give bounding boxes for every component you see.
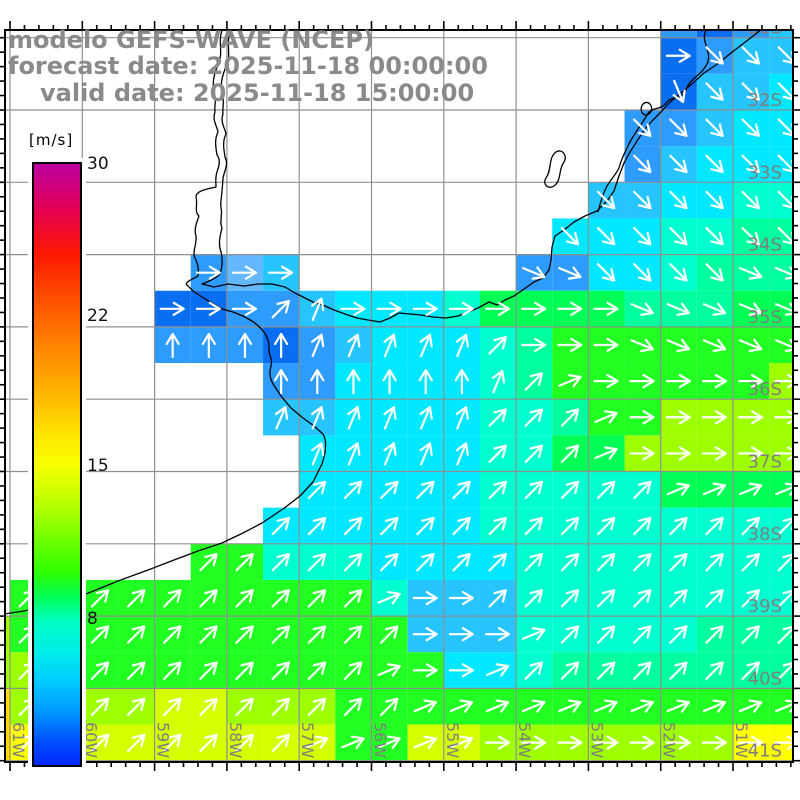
colorbar-tick-30: 30 — [87, 154, 109, 174]
small-lagoon — [640, 101, 653, 116]
svg-text:35S: 35S — [748, 307, 782, 328]
valid-date: valid date: 2025-11-18 15:00:00 — [40, 79, 475, 107]
colorbar-unit-label: [m/s] — [29, 131, 74, 149]
svg-text:39S: 39S — [748, 596, 782, 617]
forecast-date: forecast date: 2025-11-18 00:00:00 — [8, 52, 488, 80]
svg-text:38S: 38S — [748, 524, 782, 545]
colorbar-tick-22: 22 — [87, 306, 109, 326]
svg-text:60W: 60W — [81, 722, 100, 758]
svg-text:59W: 59W — [154, 722, 173, 758]
svg-text:56W: 56W — [371, 722, 390, 758]
svg-text:36S: 36S — [748, 379, 782, 400]
model-title: modelo GEFS-WAVE (NCEP) — [8, 26, 374, 54]
svg-text:32S: 32S — [748, 90, 782, 111]
svg-text:61W: 61W — [9, 722, 28, 758]
coastline — [5, 30, 762, 615]
svg-text:33S: 33S — [748, 162, 782, 183]
river-west-bank — [185, 30, 223, 285]
colorbar-tick-15: 15 — [87, 456, 109, 476]
map-frame — [4, 29, 794, 763]
svg-text:55W: 55W — [443, 722, 462, 758]
svg-text:40S: 40S — [748, 668, 782, 689]
direction-arrows — [18, 46, 793, 753]
river-east-bank-and-atlantic-coast — [201, 30, 762, 323]
laguna-merin-tip — [544, 150, 566, 188]
svg-text:34S: 34S — [748, 235, 782, 256]
speed-cells — [5, 30, 793, 761]
map-coordinate-labels: 31S 32S 33S 34S 35S 36S 37S 38S 39S 40S 41S 61W 60W 5… — [9, 18, 782, 762]
colorbar-panel — [28, 158, 86, 771]
svg-text:54W: 54W — [515, 722, 534, 758]
svg-text:53W: 53W — [587, 722, 606, 758]
south-shore-coast — [5, 283, 327, 615]
colorbar-gradient — [32, 162, 82, 767]
svg-text:51W: 51W — [732, 722, 751, 758]
svg-text:37S: 37S — [748, 452, 782, 473]
svg-text:31S: 31S — [748, 18, 782, 39]
svg-text:57W: 57W — [298, 722, 317, 758]
svg-text:58W: 58W — [226, 722, 245, 758]
latlon-gridlines — [5, 30, 793, 762]
svg-text:41S: 41S — [748, 741, 782, 762]
svg-text:52W: 52W — [660, 722, 679, 758]
colorbar-tick-8: 8 — [87, 609, 98, 629]
